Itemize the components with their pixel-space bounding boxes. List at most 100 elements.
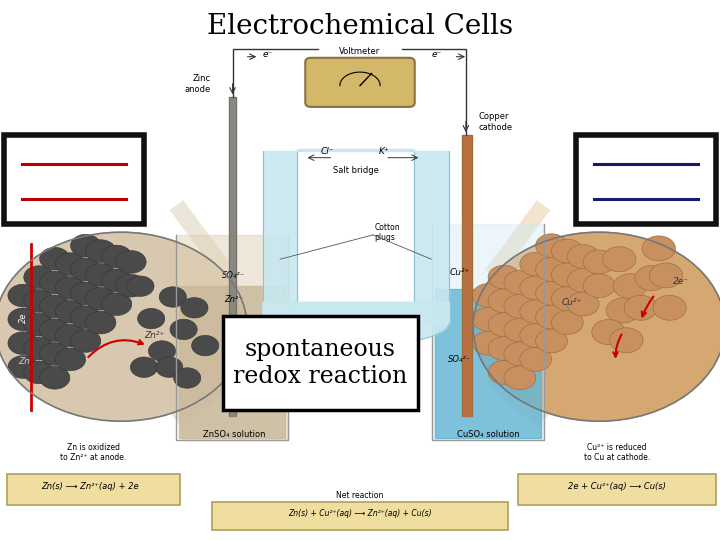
Text: Zn(s) + Cu²⁺(aq) ⟶ Zn²⁺(aq) + Cu(s): Zn(s) + Cu²⁺(aq) ⟶ Zn²⁺(aq) + Cu(s)	[288, 509, 432, 518]
Text: e⁻: e⁻	[432, 50, 442, 59]
Circle shape	[71, 258, 101, 281]
Text: 2e: 2e	[19, 313, 28, 323]
Polygon shape	[176, 235, 288, 440]
Text: Cl⁻: Cl⁻	[320, 147, 333, 156]
Text: 2e⁻: 2e⁻	[673, 276, 689, 286]
Circle shape	[624, 295, 657, 320]
Circle shape	[649, 263, 683, 288]
Circle shape	[504, 366, 536, 390]
Circle shape	[174, 368, 201, 388]
Circle shape	[473, 232, 720, 421]
Circle shape	[592, 320, 625, 345]
Circle shape	[520, 252, 552, 276]
Text: 2e + Cu²⁺(aq) ⟶ Cu(s): 2e + Cu²⁺(aq) ⟶ Cu(s)	[568, 482, 666, 491]
Circle shape	[536, 258, 567, 281]
Polygon shape	[229, 97, 236, 416]
Circle shape	[170, 319, 197, 340]
Circle shape	[613, 274, 647, 299]
Text: Net reaction: Net reaction	[336, 491, 384, 500]
Polygon shape	[435, 289, 541, 438]
Text: CuSO₄ solution: CuSO₄ solution	[457, 430, 519, 440]
Circle shape	[86, 287, 116, 310]
Text: Cu²⁺: Cu²⁺	[449, 268, 469, 278]
Circle shape	[102, 245, 132, 268]
Circle shape	[40, 319, 70, 341]
Text: Cu²⁺: Cu²⁺	[562, 298, 582, 307]
Circle shape	[583, 274, 615, 298]
Text: Copper
cathode: Copper cathode	[479, 112, 513, 132]
FancyArrowPatch shape	[613, 335, 621, 357]
Circle shape	[642, 236, 675, 261]
Text: SO₄²⁻: SO₄²⁻	[448, 355, 471, 364]
Circle shape	[488, 265, 520, 289]
Circle shape	[116, 274, 146, 297]
Circle shape	[71, 234, 101, 257]
Polygon shape	[179, 286, 285, 438]
Circle shape	[24, 266, 54, 288]
Circle shape	[102, 293, 132, 315]
Circle shape	[552, 287, 583, 310]
Circle shape	[55, 253, 86, 275]
Circle shape	[567, 245, 599, 268]
Circle shape	[488, 313, 520, 336]
Polygon shape	[263, 302, 449, 324]
Bar	[212, 502, 508, 530]
Polygon shape	[297, 148, 414, 151]
Circle shape	[583, 250, 615, 274]
Polygon shape	[263, 302, 449, 346]
Text: SO₄²⁻: SO₄²⁻	[222, 271, 246, 280]
Bar	[576, 135, 716, 224]
Circle shape	[24, 337, 54, 360]
Text: Zn²⁺: Zn²⁺	[145, 330, 165, 340]
Polygon shape	[263, 151, 297, 302]
Text: Cotton
plugs: Cotton plugs	[374, 223, 400, 242]
Circle shape	[504, 271, 536, 294]
Circle shape	[567, 292, 599, 316]
Circle shape	[102, 269, 132, 292]
Circle shape	[488, 336, 520, 361]
Circle shape	[138, 308, 165, 329]
Text: Zn(s) ⟶ Zn²⁺(aq) + 2e: Zn(s) ⟶ Zn²⁺(aq) + 2e	[41, 482, 139, 491]
Circle shape	[504, 342, 536, 366]
Circle shape	[181, 298, 208, 318]
Circle shape	[86, 264, 116, 286]
FancyBboxPatch shape	[305, 58, 415, 107]
Polygon shape	[414, 151, 449, 302]
Bar	[7, 474, 180, 505]
Circle shape	[159, 287, 186, 307]
Circle shape	[8, 332, 38, 355]
Circle shape	[8, 308, 38, 330]
Circle shape	[567, 268, 599, 292]
Circle shape	[504, 294, 536, 318]
Circle shape	[24, 361, 54, 384]
Circle shape	[504, 318, 536, 342]
Circle shape	[0, 232, 247, 421]
Circle shape	[552, 239, 583, 263]
Circle shape	[635, 266, 668, 291]
Circle shape	[536, 329, 567, 353]
Circle shape	[86, 311, 116, 334]
Polygon shape	[462, 135, 472, 416]
Circle shape	[192, 335, 219, 356]
Text: ZnSO₄ solution: ZnSO₄ solution	[203, 430, 265, 440]
Text: Zn is oxidized
to Zn²⁺ at anode.: Zn is oxidized to Zn²⁺ at anode.	[60, 443, 127, 462]
Circle shape	[606, 298, 639, 323]
FancyArrowPatch shape	[89, 340, 143, 357]
Circle shape	[536, 281, 567, 305]
Circle shape	[472, 284, 504, 307]
Circle shape	[24, 289, 54, 312]
Text: Zn: Zn	[18, 357, 30, 367]
Text: K⁺: K⁺	[379, 147, 390, 156]
Text: e⁻: e⁻	[263, 50, 273, 59]
Circle shape	[71, 282, 101, 305]
Circle shape	[24, 313, 54, 336]
Bar	[518, 474, 716, 505]
Circle shape	[156, 357, 183, 377]
Circle shape	[8, 284, 38, 307]
Circle shape	[610, 328, 643, 353]
Text: Voltmeter: Voltmeter	[339, 46, 381, 56]
Circle shape	[40, 247, 70, 270]
Circle shape	[472, 331, 504, 355]
Circle shape	[536, 234, 567, 258]
Text: Electrochemical Cells: Electrochemical Cells	[207, 14, 513, 40]
